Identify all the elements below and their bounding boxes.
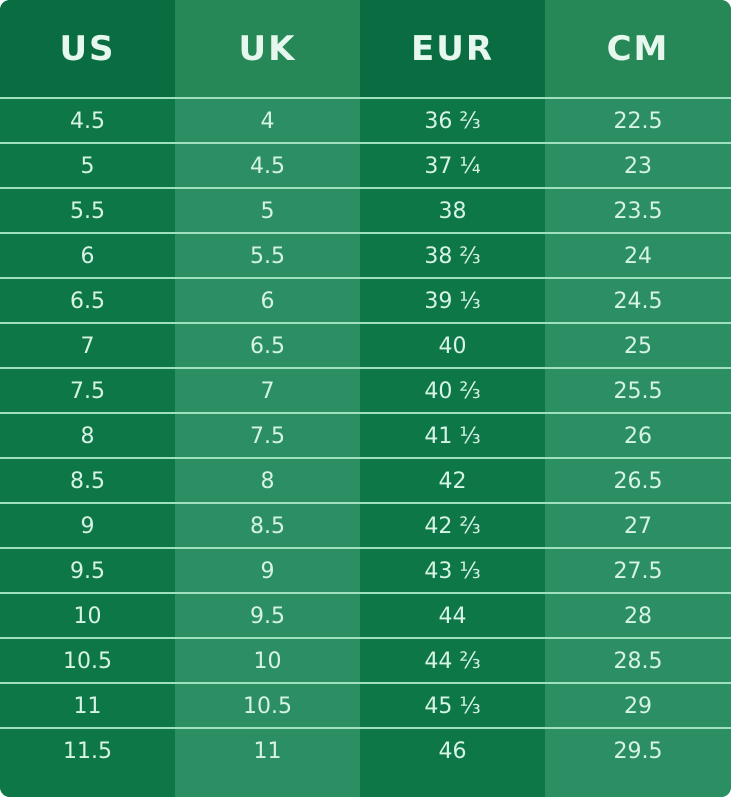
table-cell: 5 — [80, 154, 95, 179]
table-cell: 7 — [260, 379, 275, 404]
column-uk: UK 4 4.5 5 5.5 6 6.5 7 7.5 8 8.5 9 9.5 10 10.5 11 — [175, 0, 360, 797]
table-cell: 4.5 — [70, 109, 105, 134]
table-cell: 26.5 — [613, 469, 663, 494]
table-cell: 27.5 — [613, 559, 663, 584]
table-cell: 26 — [624, 424, 652, 449]
table-cell: 8 — [80, 424, 95, 449]
table-cell: 45 ⅓ — [424, 694, 481, 719]
table-cell: 39 ⅓ — [424, 289, 481, 314]
table-cell: 25.5 — [613, 379, 663, 404]
row-divider — [0, 457, 731, 459]
row-divider — [0, 412, 731, 414]
table-cell: 10.5 — [63, 649, 112, 674]
table-cell: 5 — [260, 199, 275, 224]
row-divider — [0, 367, 731, 369]
table-cell: 9 — [80, 514, 95, 539]
table-cell: 9.5 — [70, 559, 105, 584]
table-cell: 43 ⅓ — [424, 559, 481, 584]
row-divider — [0, 322, 731, 324]
row-divider — [0, 142, 731, 144]
column-header: US — [0, 0, 175, 97]
table-cell: 24 — [624, 244, 652, 269]
table-cell: 9.5 — [250, 604, 285, 629]
row-divider — [0, 187, 731, 189]
column-eur: EUR 36 ⅔ 37 ¼ 38 38 ⅔ 39 ⅓ 40 40 ⅔ 41 ⅓ 42 42 ⅔ 43 … — [360, 0, 545, 797]
table-cell: 29 — [624, 694, 652, 719]
table-cell: 11.5 — [63, 739, 112, 764]
row-divider — [0, 97, 731, 99]
table-cell: 8.5 — [250, 514, 285, 539]
table-cell: 41 ⅓ — [424, 424, 481, 449]
table-cell: 29.5 — [613, 739, 663, 764]
table-cell: 42 ⅔ — [424, 514, 481, 539]
table-cell: 9 — [260, 559, 275, 584]
table-cell: 37 ¼ — [424, 154, 481, 179]
table-cell: 11 — [73, 694, 102, 719]
table-cell: 8.5 — [70, 469, 105, 494]
table-cell: 40 ⅔ — [424, 379, 481, 404]
table-cell: 6 — [260, 289, 275, 314]
table-cell: 28 — [624, 604, 652, 629]
column-header: UK — [175, 0, 360, 97]
table-cell: 23 — [624, 154, 652, 179]
table-cell: 4 — [260, 109, 275, 134]
row-divider — [0, 592, 731, 594]
table-cell: 22.5 — [613, 109, 663, 134]
table-cell: 36 ⅔ — [424, 109, 481, 134]
table-cell: 24.5 — [613, 289, 663, 314]
table-cell: 38 ⅔ — [424, 244, 481, 269]
column-cm: CM 22.5 23 23.5 24 24.5 25 25.5 26 26.5 27 27.5 28 28… — [545, 0, 731, 797]
table-cell: 40 — [438, 334, 467, 359]
table-cell: 7.5 — [250, 424, 285, 449]
row-divider — [0, 232, 731, 234]
table-cell: 28.5 — [613, 649, 663, 674]
table-cell: 38 — [438, 199, 467, 224]
column-header: EUR — [360, 0, 545, 97]
table-cell: 4.5 — [250, 154, 285, 179]
table-cell: 10 — [253, 649, 282, 674]
table-cell: 10.5 — [243, 694, 292, 719]
table-cell: 7 — [80, 334, 95, 359]
table-cell: 7.5 — [70, 379, 105, 404]
table-cell: 23.5 — [613, 199, 663, 224]
row-divider — [0, 277, 731, 279]
table-cell: 6 — [80, 244, 95, 269]
table-cell: 11 — [253, 739, 282, 764]
row-divider — [0, 637, 731, 639]
table-cell: 46 — [438, 739, 467, 764]
column-us: US 4.5 5 5.5 6 6.5 7 7.5 8 8.5 9 9.5 10 10.5 11 11.5 — [0, 0, 175, 797]
column-header: CM — [545, 0, 731, 97]
table-cell: 5.5 — [70, 199, 105, 224]
table-cell: 6.5 — [70, 289, 105, 314]
table-cell: 27 — [624, 514, 652, 539]
table-cell: 5.5 — [250, 244, 285, 269]
table-cell: 44 ⅔ — [424, 649, 481, 674]
row-divider — [0, 727, 731, 729]
row-divider — [0, 547, 731, 549]
table-cell: 44 — [438, 604, 467, 629]
table-cell: 10 — [73, 604, 102, 629]
row-divider — [0, 502, 731, 504]
table-cell: 42 — [438, 469, 467, 494]
table-cell: 25 — [624, 334, 652, 359]
row-divider — [0, 682, 731, 684]
table-cell: 8 — [260, 469, 275, 494]
table-cell: 6.5 — [250, 334, 285, 359]
